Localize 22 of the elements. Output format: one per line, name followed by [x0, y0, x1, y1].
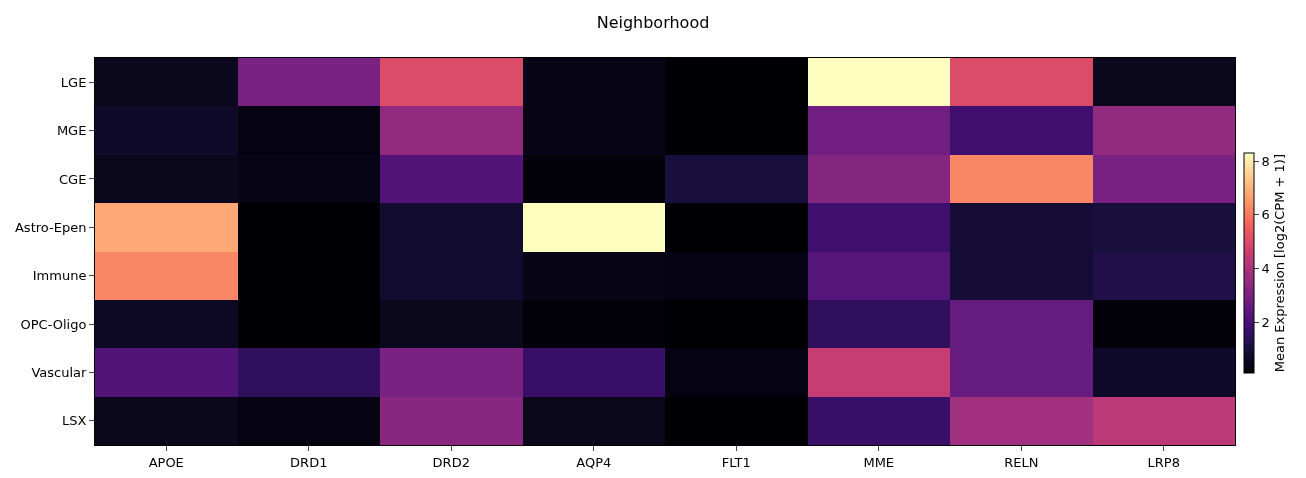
y-tick-label: OPC-Oligo — [20, 316, 87, 332]
x-tick-label: MME — [863, 454, 895, 470]
color-bar-label: 6 — [1261, 207, 1270, 223]
y-tick-label: MGE — [56, 123, 87, 139]
color-bar-label: 2 — [1261, 314, 1270, 330]
y-tick-label: Immune — [32, 268, 87, 284]
y-tick-label: CGE — [59, 171, 87, 187]
x-tick-label: LRP8 — [1147, 454, 1180, 470]
y-tick-label: LGE — [60, 74, 87, 90]
color-bar-label: 4 — [1261, 261, 1270, 277]
y-tick-label: LSX — [61, 413, 87, 429]
x-tick-label: AQP4 — [576, 454, 612, 470]
color-bar-title: Mean Expression [log2(CPM + 1)] — [1271, 154, 1287, 373]
chart-title: Neighborhood — [596, 12, 710, 32]
x-tick-label: DRD2 — [432, 454, 470, 470]
color-bar-label: 8 — [1261, 153, 1270, 169]
x-tick-label: APOE — [148, 454, 184, 470]
y-tick-label: Astro-Epen — [14, 219, 87, 235]
x-tick-label: RELN — [1004, 454, 1039, 470]
x-tick-label: DRD1 — [290, 454, 328, 470]
x-tick-label: FLT1 — [721, 454, 751, 470]
y-tick-label: Vascular — [31, 364, 88, 380]
